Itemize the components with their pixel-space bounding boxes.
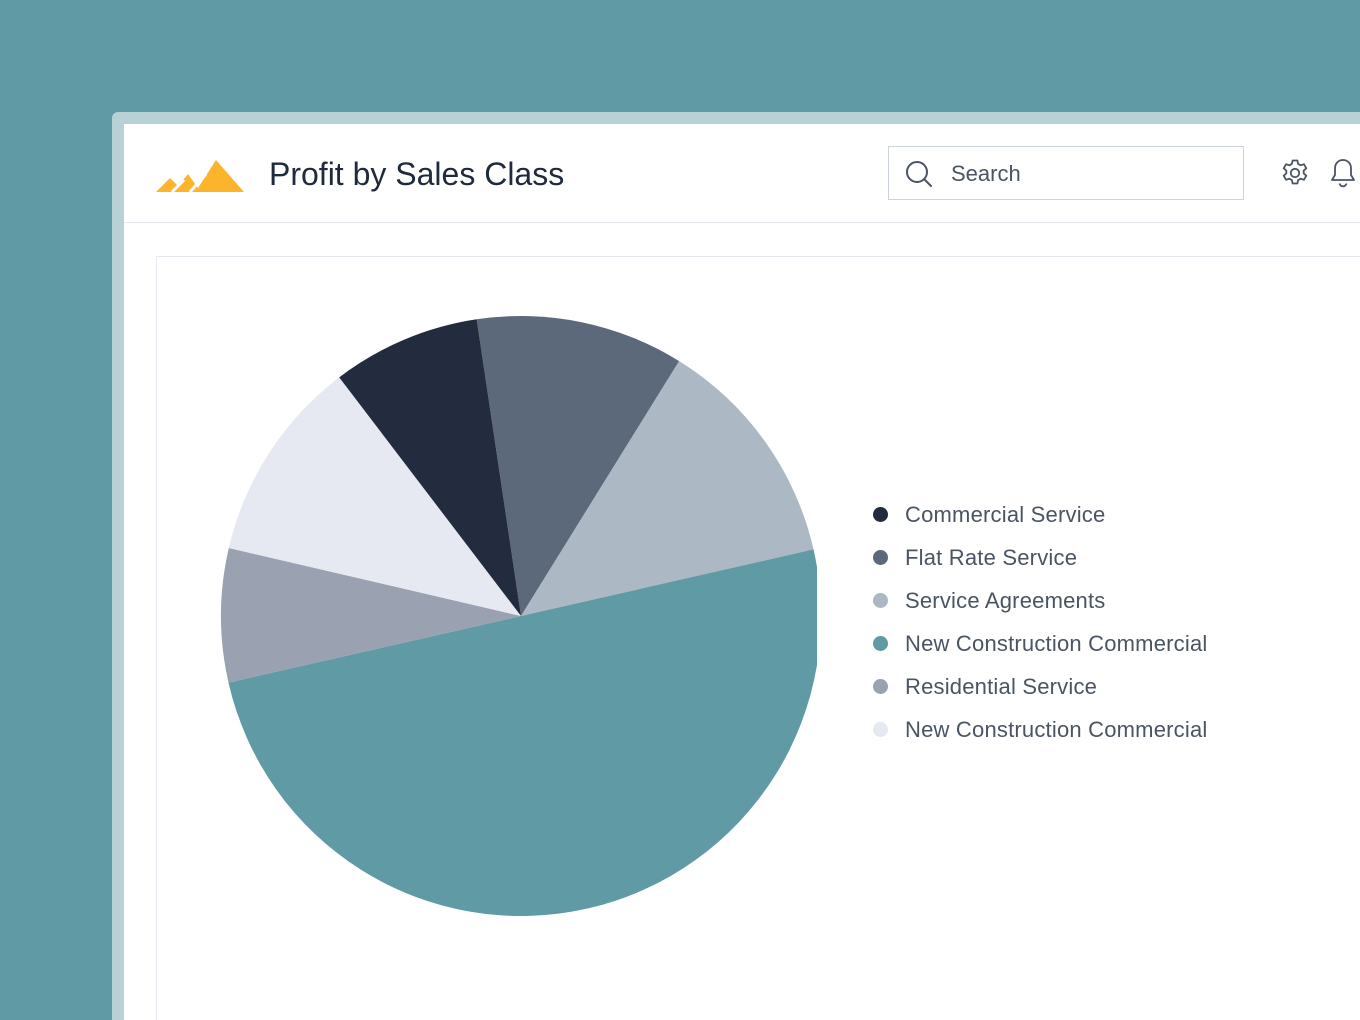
app-window: Profit by Sales Class Commercial Service…	[124, 124, 1360, 1020]
pie-slice-1[interactable]	[521, 361, 814, 616]
legend-label: Service Agreements	[905, 587, 1106, 613]
search-input[interactable]	[949, 157, 1233, 191]
legend-label: New Construction Commercial	[905, 630, 1208, 656]
pie-slice-4[interactable]	[228, 377, 521, 616]
legend-item[interactable]: Flat Rate Service	[873, 536, 1208, 579]
legend-label: Flat Rate Service	[905, 544, 1078, 570]
legend-dot	[873, 593, 888, 608]
pie-slice-5[interactable]	[339, 319, 521, 616]
pie-chart	[221, 316, 817, 916]
mountain-logo[interactable]	[156, 158, 246, 192]
legend-item[interactable]: Service Agreements	[873, 579, 1208, 622]
legend-item[interactable]: New Construction Commercial	[873, 622, 1208, 665]
header: Profit by Sales Class	[124, 124, 1360, 223]
legend-item[interactable]: New Construction Commercial	[873, 708, 1208, 751]
legend-label: Residential Service	[905, 673, 1098, 699]
search-box[interactable]	[888, 146, 1244, 200]
pie-slice-3[interactable]	[221, 548, 521, 683]
legend-label: New Construction Commercial	[905, 716, 1208, 742]
legend-item[interactable]: Commercial Service	[873, 493, 1208, 536]
legend-dot	[873, 507, 888, 522]
legend-item[interactable]: Residential Service	[873, 665, 1208, 708]
legend-dot	[873, 636, 888, 651]
bell-icon[interactable]	[1328, 157, 1358, 189]
chart-card: Commercial Service Flat Rate Service Servi…	[156, 256, 1360, 1020]
pie-slice-2[interactable]	[228, 549, 817, 916]
gear-icon[interactable]	[1280, 158, 1310, 188]
legend-label: Commercial Service	[905, 501, 1106, 527]
legend-dot	[873, 679, 888, 694]
legend-dot	[873, 550, 888, 565]
chart-legend: Commercial Service Flat Rate Service Servi…	[873, 493, 1208, 751]
legend-dot	[873, 722, 888, 737]
page-title: Profit by Sales Class	[269, 156, 565, 192]
app-frame: Profit by Sales Class Commercial Service…	[112, 112, 1360, 1020]
search-icon	[906, 161, 932, 187]
pie-slice-0[interactable]	[476, 316, 680, 616]
